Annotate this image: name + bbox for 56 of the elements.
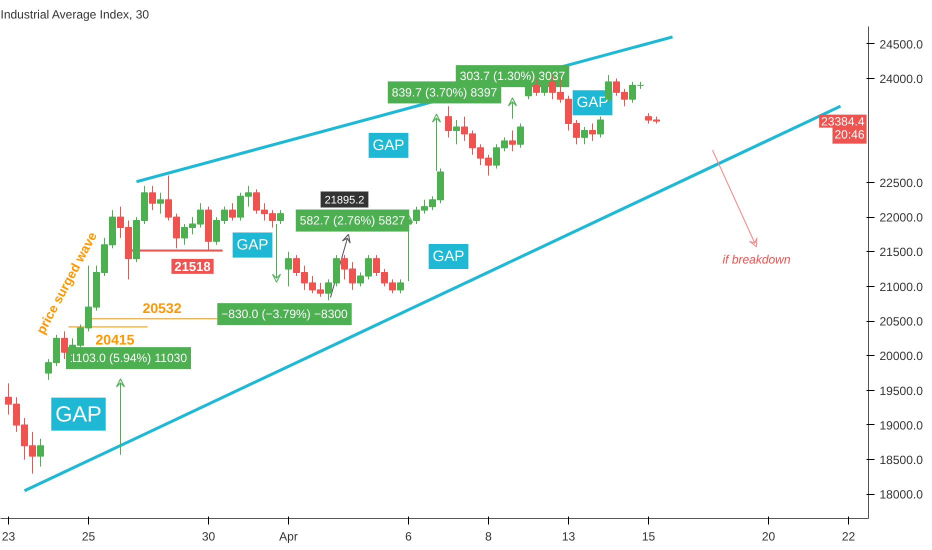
x-tick-label: 8 xyxy=(485,530,492,544)
x-tick-label: 30 xyxy=(202,530,216,544)
candlestick xyxy=(517,123,524,148)
candlestick xyxy=(453,120,460,145)
ref-line-label: 20415 xyxy=(96,332,135,348)
y-tick-label: 18500.0 xyxy=(880,453,924,468)
y-tick-label: 22000.0 xyxy=(880,210,924,225)
x-tick-label: 13 xyxy=(562,530,576,544)
candlestick xyxy=(397,278,404,294)
candlestick xyxy=(157,192,164,214)
y-tick-label: 19000.0 xyxy=(880,418,924,432)
annotation: if breakdown xyxy=(722,252,791,266)
annotation: GAP xyxy=(576,94,608,112)
candlestick xyxy=(229,202,236,222)
y-tick-label: 19500.0 xyxy=(880,384,924,398)
y-tick-label: 24500.0 xyxy=(880,37,924,52)
x-tick-label: 15 xyxy=(642,530,656,544)
ref-line-label: 21518 xyxy=(174,258,211,274)
candlestick xyxy=(597,116,604,138)
candlestick xyxy=(37,438,44,468)
y-tick-label: 21500.0 xyxy=(880,245,924,260)
x-tick-label: 25 xyxy=(82,530,96,544)
annotation: 20:46 xyxy=(834,128,865,142)
annotation: GAP xyxy=(236,236,268,254)
annotation: GAP xyxy=(432,248,464,266)
candlestick xyxy=(277,210,284,224)
annotation: GAP xyxy=(55,402,102,427)
chart-title: Industrial Average Index, 30 xyxy=(0,8,150,22)
candlestick xyxy=(509,130,516,152)
candlestick xyxy=(285,251,292,287)
y-tick-label: 24000.0 xyxy=(880,72,924,86)
x-tick-label: 23 xyxy=(2,530,16,544)
annotation: 21895.2 xyxy=(324,194,364,207)
x-tick-label: Apr xyxy=(279,530,298,544)
ref-line-label: 20532 xyxy=(142,300,182,316)
candlestick xyxy=(533,78,540,96)
y-tick-label: 21000.0 xyxy=(880,280,924,294)
y-tick-label: 20000.0 xyxy=(880,349,924,364)
y-tick-label: 22500.0 xyxy=(880,176,924,190)
annotation: 23384.4 xyxy=(821,114,865,129)
annotation: −830.0 (−3.79%) −8300 xyxy=(221,307,348,322)
x-tick-label: 6 xyxy=(405,530,412,544)
candlestick xyxy=(581,126,588,145)
annotation: 1103.0 (5.94%) 11030 xyxy=(70,351,188,366)
x-tick-label: 20 xyxy=(762,530,776,544)
x-tick-label: 22 xyxy=(842,530,856,544)
candlestick xyxy=(61,330,68,360)
candlestick xyxy=(445,106,452,138)
annotation: 582.7 (2.76%) 5827 xyxy=(300,214,406,228)
candlestick xyxy=(589,123,596,142)
y-tick-label: 20500.0 xyxy=(880,314,924,329)
annotation: GAP xyxy=(372,136,404,154)
annotation: 303.7 (1.30%) 3037 xyxy=(460,69,566,84)
candlestick xyxy=(149,185,156,211)
annotation: 839.7 (3.70%) 8397 xyxy=(392,85,498,100)
y-tick-label: 18000.0 xyxy=(880,488,924,502)
